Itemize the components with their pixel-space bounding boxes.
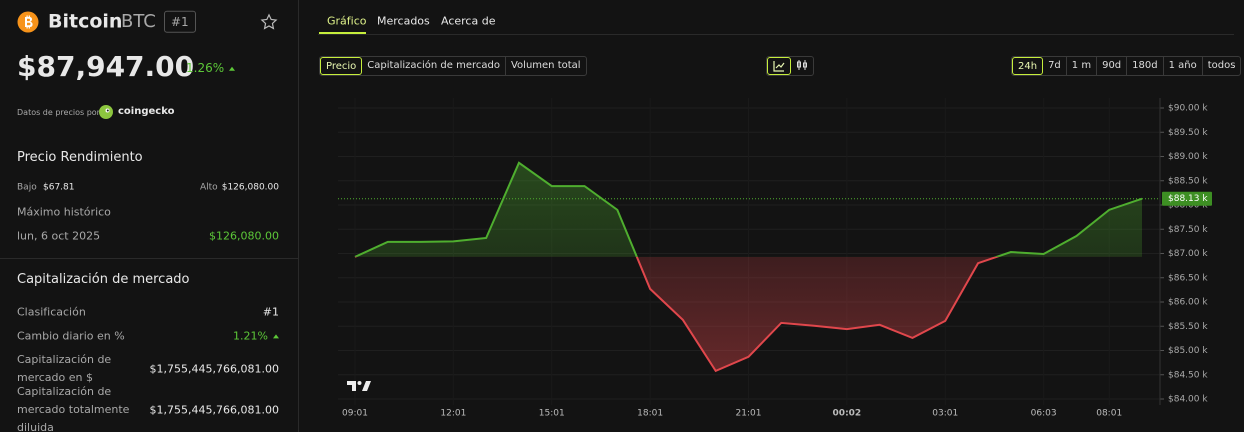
y-tick-label: $90.00 k bbox=[1168, 104, 1208, 114]
chart-type-buttons bbox=[766, 56, 814, 76]
row-value: $1,755,445,766,081.00 bbox=[149, 362, 279, 376]
y-tick-label: $84.50 k bbox=[1168, 370, 1208, 380]
range-button[interactable]: 90d bbox=[1097, 57, 1128, 75]
range-buttons: 24h 7d 1 m 90d 180d 1 año todos bbox=[1011, 56, 1242, 76]
price-marker-label: $88.13 k bbox=[1168, 194, 1208, 204]
low-label: Bajo bbox=[17, 182, 37, 193]
range-button[interactable]: 1 año bbox=[1164, 57, 1203, 75]
x-tick-label: 06:03 bbox=[1031, 409, 1057, 419]
y-tick-label: $85.00 k bbox=[1168, 346, 1208, 356]
ath-date: lun, 6 oct 2025 bbox=[17, 229, 101, 243]
row-value: #1 bbox=[262, 305, 279, 319]
star-icon[interactable] bbox=[260, 13, 278, 31]
y-tick-label: $86.50 k bbox=[1168, 273, 1208, 283]
coingecko-logo bbox=[99, 105, 113, 119]
y-tick-label: $89.00 k bbox=[1168, 152, 1208, 162]
up-arrow bbox=[229, 66, 236, 71]
tab-underline bbox=[319, 32, 366, 34]
candle-icon bbox=[797, 60, 807, 70]
range-button[interactable]: 7d bbox=[1043, 57, 1067, 75]
source-prefix: Datos de precios por bbox=[17, 108, 100, 118]
high-label: Alto bbox=[200, 182, 218, 193]
tab-rule bbox=[318, 34, 1234, 35]
y-tick-label: $84.00 k bbox=[1168, 395, 1208, 405]
row-label: Clasificación bbox=[17, 305, 86, 319]
y-tick-label: $87.00 k bbox=[1168, 249, 1208, 259]
metric-button[interactable]: Capitalización de mercado bbox=[362, 57, 506, 75]
price-line-up bbox=[354, 161, 1143, 257]
tab[interactable]: Mercados bbox=[377, 14, 430, 28]
x-tick-label: 09:01 bbox=[342, 409, 368, 419]
row-value: 1.21% bbox=[233, 329, 279, 342]
divider bbox=[298, 0, 299, 432]
x-tick-label: 12:01 bbox=[440, 409, 466, 419]
row-label: Capitalización de mercado totalmente dil… bbox=[17, 385, 130, 432]
row-value-text: 1.21% bbox=[233, 329, 268, 343]
range-button[interactable]: 24h bbox=[1012, 57, 1044, 75]
high-value: $126,080.00 bbox=[221, 182, 279, 193]
ath-value: $126,080.00 bbox=[209, 229, 279, 243]
area-down bbox=[355, 256, 1142, 371]
metric-button[interactable]: Precio bbox=[320, 57, 363, 75]
metric-buttons: Precio Capitalización de mercado Volumen… bbox=[319, 56, 587, 76]
rank-badge: #1 bbox=[164, 10, 196, 34]
up-arrow bbox=[273, 334, 279, 339]
low-value: $67.81 bbox=[43, 182, 75, 193]
x-tick-label: 18:01 bbox=[637, 409, 663, 419]
x-tick-label: 00:02 bbox=[833, 409, 862, 419]
tradingview-logo bbox=[347, 381, 371, 391]
section-title: Capitalización de mercado bbox=[17, 272, 190, 288]
y-tick-label: $85.50 k bbox=[1168, 322, 1208, 332]
row-label: Capitalización de mercado en $ bbox=[17, 353, 112, 384]
tab[interactable]: Acerca de bbox=[441, 14, 496, 28]
ath-label: Máximo histórico bbox=[17, 205, 111, 219]
y-tick-label: $87.50 k bbox=[1168, 225, 1208, 235]
section-title: Precio Rendimiento bbox=[17, 150, 143, 166]
coin-symbol: BTC bbox=[121, 11, 156, 33]
row-value: $1,755,445,766,081.00 bbox=[149, 403, 279, 417]
x-tick-label: 03:01 bbox=[932, 409, 958, 419]
line-chart-button[interactable] bbox=[767, 57, 791, 75]
range-button[interactable]: todos bbox=[1207, 60, 1236, 71]
price-change: 1.26% bbox=[186, 60, 236, 75]
x-tick-label: 15:01 bbox=[539, 409, 565, 419]
separator bbox=[0, 258, 298, 259]
range-button[interactable]: 180d bbox=[1127, 57, 1164, 75]
x-tick-label: 21:01 bbox=[736, 409, 762, 419]
y-tick-label: $88.50 k bbox=[1168, 176, 1208, 186]
candle-chart-button[interactable] bbox=[791, 57, 813, 75]
coin-name: Bitcoin bbox=[48, 10, 123, 33]
source-name: coingecko bbox=[118, 106, 175, 117]
range-button[interactable]: 1 m bbox=[1067, 57, 1098, 75]
bitcoin-icon bbox=[17, 11, 39, 33]
line-icon bbox=[773, 61, 785, 72]
price-line-down bbox=[354, 256, 1000, 373]
row-label: Cambio diario en % bbox=[17, 329, 125, 343]
tab[interactable]: Gráfico bbox=[327, 14, 367, 28]
y-tick-label: $86.00 k bbox=[1168, 298, 1208, 308]
price: $87,947.00 bbox=[17, 50, 195, 84]
y-tick-label: $89.50 k bbox=[1168, 128, 1208, 138]
metric-button[interactable]: Volumen total bbox=[510, 60, 581, 71]
price-marker-box bbox=[1162, 191, 1212, 206]
price-change-value: 1.26% bbox=[186, 60, 225, 75]
x-tick-label: 08:01 bbox=[1096, 409, 1122, 419]
